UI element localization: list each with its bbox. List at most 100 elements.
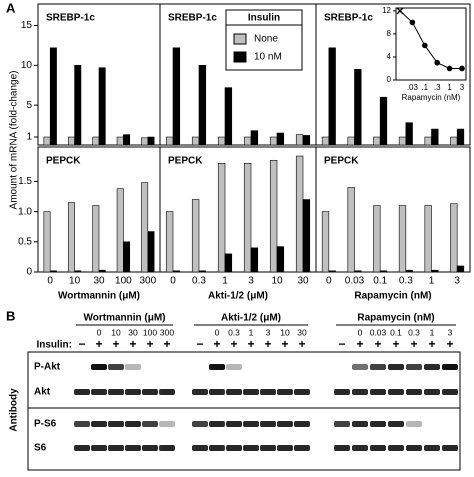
- bar: [147, 231, 155, 273]
- y-tick-label: 0.5: [18, 236, 32, 247]
- insulin-sign: +: [247, 337, 254, 351]
- blot-band: [209, 445, 225, 451]
- bar: [67, 136, 75, 146]
- insulin-sign: +: [129, 337, 136, 351]
- dose-label: 3: [266, 327, 271, 337]
- bar: [379, 270, 388, 273]
- bar: [92, 136, 100, 146]
- bar: [269, 159, 278, 273]
- bar: [321, 211, 330, 273]
- panel-title: PEPCK: [46, 156, 81, 167]
- insulin-sign: +: [281, 337, 288, 351]
- dose-label: 0: [97, 327, 102, 337]
- insulin-sign: +: [374, 337, 381, 351]
- blot-band: [192, 389, 208, 395]
- insulin-sign: +: [428, 337, 435, 351]
- y-axis-label: Amount of mRNA (fold-change): [9, 71, 20, 210]
- blot-band: [91, 421, 107, 427]
- x-tick-label: 3: [460, 83, 465, 92]
- blot-band: [294, 389, 310, 395]
- blot-band: [209, 389, 225, 395]
- bar: [49, 270, 57, 273]
- bar: [354, 270, 362, 273]
- blot-band: [370, 389, 386, 395]
- point: [434, 59, 441, 66]
- blot-band: [142, 445, 158, 451]
- blot-band: [125, 421, 141, 427]
- blot-band: [352, 364, 368, 370]
- insulin-sign: −: [78, 337, 85, 351]
- x-tick-label: 1: [447, 83, 452, 92]
- bar: [43, 136, 51, 146]
- dose-label: 30: [128, 327, 138, 337]
- bar: [243, 163, 252, 273]
- bar: [191, 199, 200, 273]
- dose-label: 1: [249, 327, 254, 337]
- blot-band: [142, 389, 158, 395]
- blot-band: [277, 421, 293, 427]
- legend-swatch: [233, 51, 247, 63]
- panel-title: SREBP-1c: [168, 13, 217, 24]
- blot-band: [260, 389, 276, 395]
- blot-band: [125, 364, 141, 370]
- bar: [43, 211, 51, 273]
- dose-label: 1: [430, 327, 435, 337]
- bar: [450, 136, 458, 146]
- blot-band: [442, 389, 458, 395]
- blot-band: [91, 389, 107, 395]
- bar: [450, 203, 458, 273]
- bar: [217, 136, 226, 146]
- bar: [98, 67, 106, 146]
- y-tick-label: 4: [387, 52, 392, 61]
- bar: [269, 136, 278, 146]
- bar: [165, 136, 174, 146]
- insulin-sign: +: [410, 337, 417, 351]
- inset-frame: [395, 7, 467, 81]
- blot-band: [388, 445, 404, 451]
- y-tick-label: 15: [21, 20, 33, 31]
- insulin-sign: +: [95, 337, 102, 351]
- bar: [328, 47, 336, 146]
- x-tick-label: 0: [326, 276, 332, 287]
- bar: [116, 188, 124, 273]
- bar: [198, 270, 207, 273]
- insulin-sign: +: [163, 337, 170, 351]
- insulin-sign: +: [446, 337, 453, 351]
- dose-label: 0.3: [228, 327, 240, 337]
- x-tick-label: 30: [93, 276, 105, 287]
- blot-band: [406, 445, 422, 451]
- dose-label: 3: [448, 327, 453, 337]
- insulin-sign: +: [112, 337, 119, 351]
- bar: [250, 247, 259, 273]
- legend-swatch: [233, 33, 247, 45]
- insulin-sign: +: [213, 337, 220, 351]
- blot-band: [442, 364, 458, 370]
- x-axis-label: Rapamycin (nM): [354, 291, 431, 302]
- blot-band: [74, 445, 90, 451]
- bar: [431, 128, 439, 146]
- blot-band: [277, 389, 293, 395]
- x-tick-label: .1: [421, 83, 428, 92]
- bar: [328, 270, 336, 273]
- bar: [250, 130, 259, 146]
- bar: [224, 253, 233, 273]
- point: [459, 65, 465, 72]
- blot-band: [108, 364, 124, 370]
- blot-band: [260, 421, 276, 427]
- blot-band: [192, 421, 208, 427]
- x-tick-label: 0.03: [345, 276, 365, 287]
- antibody-label: Antibody: [9, 388, 20, 432]
- blot-band: [388, 364, 404, 370]
- legend-label: 10 nM: [254, 52, 282, 63]
- blot-band: [260, 445, 276, 451]
- blot-band: [277, 445, 293, 451]
- bar: [398, 205, 407, 273]
- point: [396, 7, 404, 15]
- x-tick-label: .03: [407, 83, 419, 92]
- treatment-label: Akti-1/2 (μM): [221, 313, 281, 324]
- bar: [165, 211, 174, 273]
- blot-band: [388, 421, 404, 427]
- bar: [302, 135, 311, 146]
- blot-band: [243, 445, 259, 451]
